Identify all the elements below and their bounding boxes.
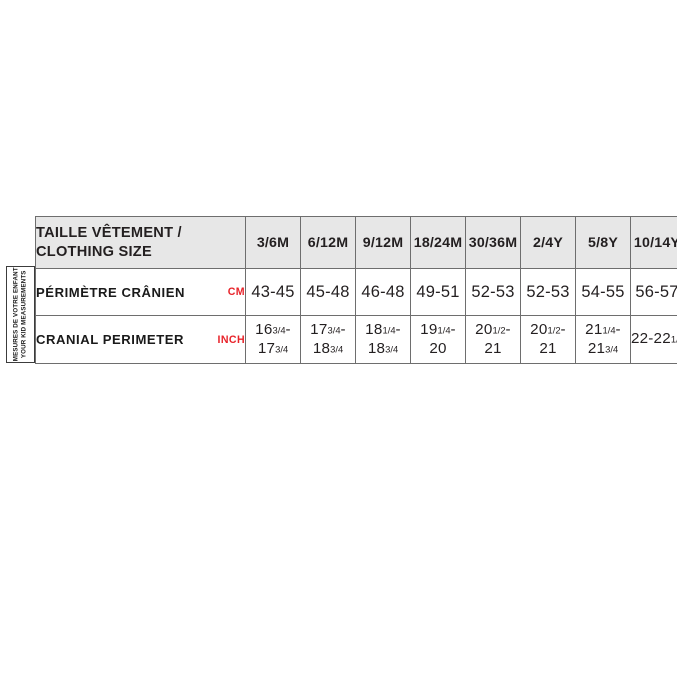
cell-inch-2: 181/4- 183/4 [355,315,411,364]
table-header-row: TAILLE VÊTEMENT / CLOTHING SIZE 3/6M 6/1… [35,216,677,269]
cell-inch-0: 163/4- 173/4 [245,315,301,364]
header-size-4: 30/36M [465,216,521,269]
cell-cm-6: 54-55 [575,268,631,316]
table-row-inch: CRANIAL PERIMETER INCH 163/4- 173/4 173/4… [35,315,677,364]
header-title-line2: CLOTHING SIZE [36,243,152,260]
row-label-cm-text: PÉRIMÈTRE CRÂNIEN [36,284,186,300]
row-label-inch: CRANIAL PERIMETER INCH [35,315,246,364]
side-label-line-fr: MESURES DE VOTRE ENFANT [12,267,20,362]
cell-inch-7: 22-221/2 [630,315,677,364]
cell-cm-3: 49-51 [410,268,466,316]
cell-cm-2: 46-48 [355,268,411,316]
measurements-side-label: MESURES DE VOTRE ENFANT YOUR KID MEASURE… [6,266,35,363]
header-size-1: 6/12M [300,216,356,269]
cell-inch-4: 201/2- 21 [465,315,521,364]
row-unit-cm: CM [227,286,245,298]
header-size-5: 2/4Y [520,216,576,269]
cell-cm-4: 52-53 [465,268,521,316]
table-row-cm: PÉRIMÈTRE CRÂNIEN CM 43-45 45-48 46-48 4… [35,268,677,316]
row-label-cm: PÉRIMÈTRE CRÂNIEN CM [35,268,246,316]
header-clothing-size-title: TAILLE VÊTEMENT / CLOTHING SIZE [35,216,246,269]
header-size-2: 9/12M [355,216,411,269]
cell-cm-7: 56-57 [630,268,677,316]
row-unit-inch: INCH [217,333,245,346]
row-label-inch-text: CRANIAL PERIMETER [36,332,185,347]
cell-inch-5: 201/2- 21 [520,315,576,364]
cell-cm-0: 43-45 [245,268,301,316]
size-chart-table: TAILLE VÊTEMENT / CLOTHING SIZE 3/6M 6/1… [35,216,677,364]
side-label-line-en: YOUR KID MEASUREMENTS [20,270,28,359]
header-size-6: 5/8Y [575,216,631,269]
cell-inch-6: 211/4- 213/4 [575,315,631,364]
header-size-7: 10/14Y [630,216,677,269]
cell-cm-5: 52-53 [520,268,576,316]
header-size-3: 18/24M [410,216,466,269]
cell-inch-3: 191/4- 20 [410,315,466,364]
cell-cm-1: 45-48 [300,268,356,316]
header-title-line1: TAILLE VÊTEMENT / [36,225,182,241]
header-size-0: 3/6M [245,216,301,269]
cell-inch-1: 173/4- 183/4 [300,315,356,364]
side-label-text: MESURES DE VOTRE ENFANT YOUR KID MEASURE… [12,268,29,362]
